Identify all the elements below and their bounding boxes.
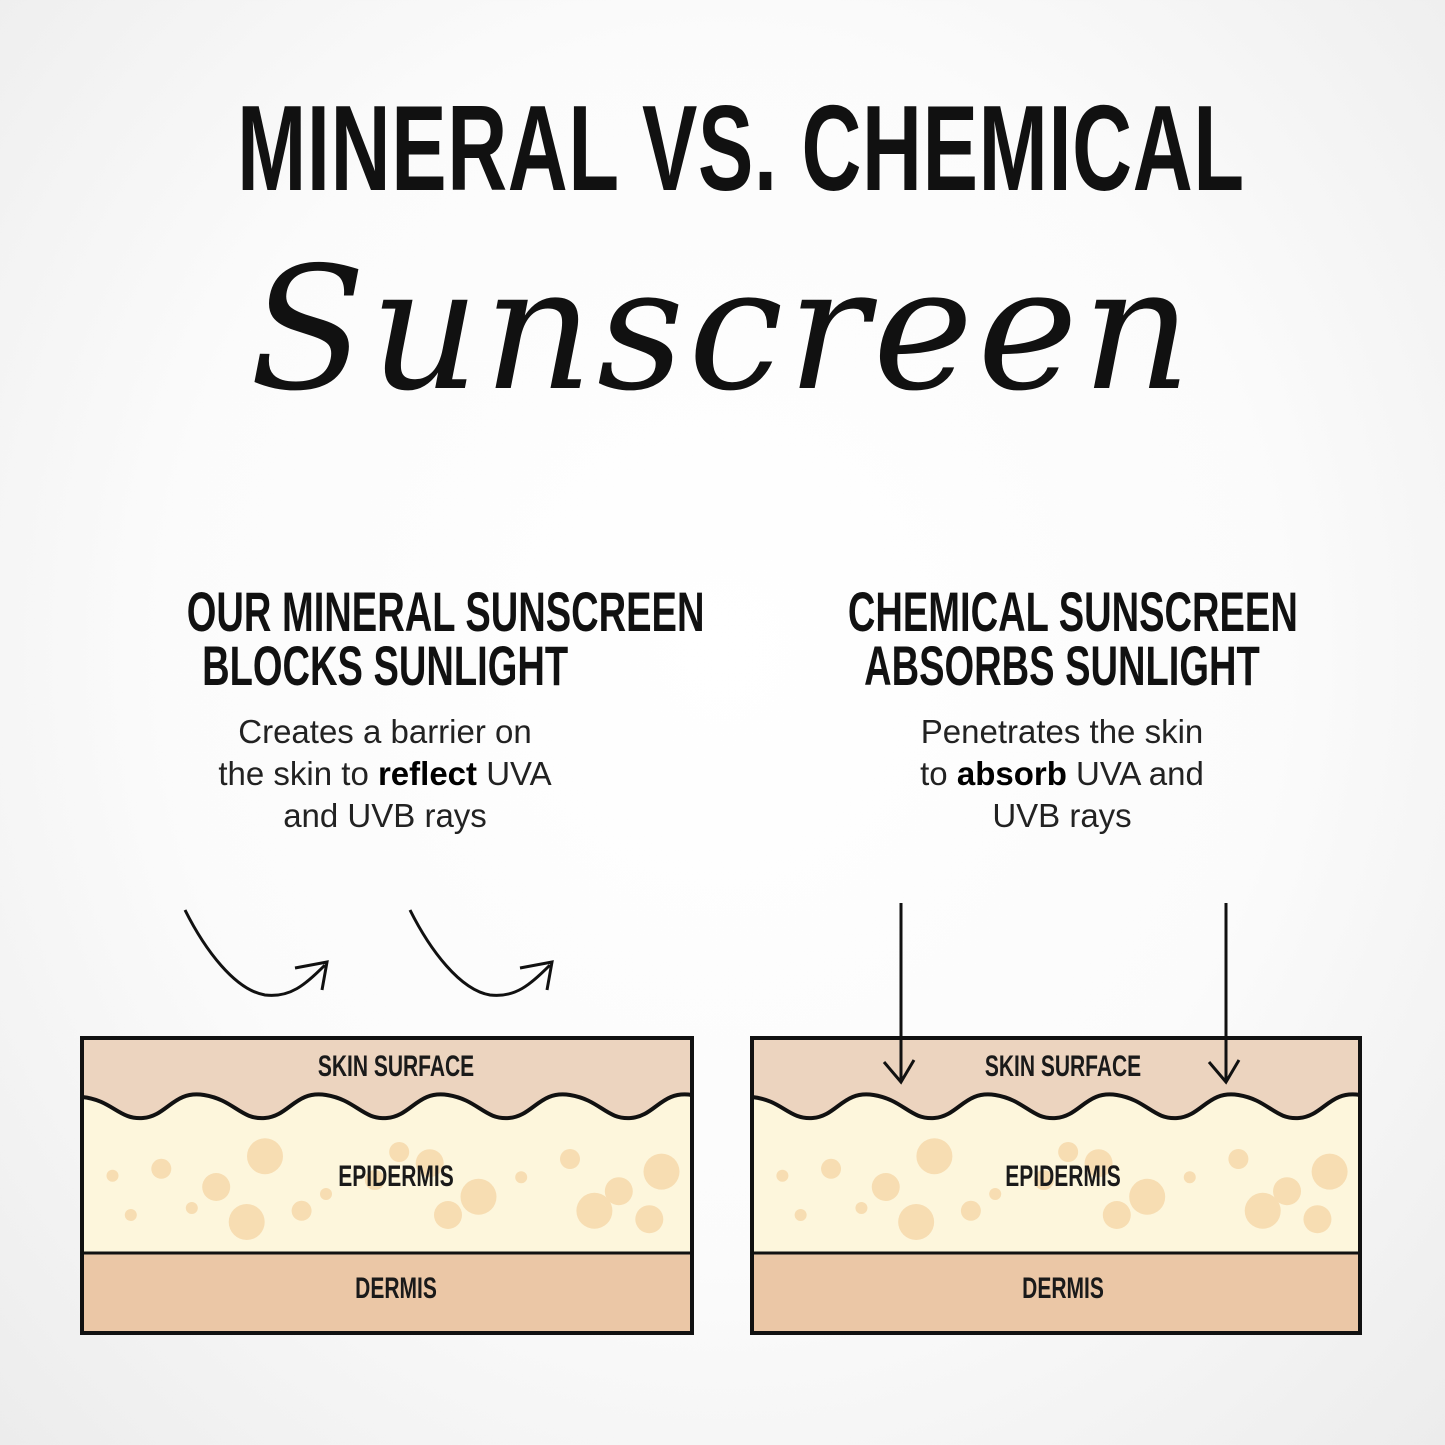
right-epidermis-label: EPIDERMIS bbox=[1005, 1160, 1121, 1193]
right-epidermis-cell bbox=[1084, 1149, 1113, 1178]
left-surface-label: SKIN SURFACE bbox=[317, 1050, 475, 1083]
chemical-heading-1: CHEMICAL SUNSCREEN bbox=[847, 580, 1298, 643]
right-epidermis-cell bbox=[1129, 1178, 1166, 1215]
mineral-description: Creates a barrier on the skin to reflect… bbox=[218, 713, 552, 834]
right-epidermis-cell bbox=[1183, 1171, 1196, 1184]
arrowhead-icon bbox=[882, 1059, 916, 1085]
right-epidermis-cell bbox=[871, 1173, 900, 1201]
arrowhead-icon bbox=[519, 960, 554, 991]
right-epidermis-cell bbox=[1273, 1177, 1302, 1206]
right-epidermis-cell bbox=[1244, 1192, 1281, 1229]
right-dermis-label: DERMIS bbox=[1022, 1272, 1104, 1305]
left-epidermis-cell bbox=[364, 1170, 385, 1190]
left-epidermis-cell bbox=[124, 1209, 137, 1221]
left-epidermis-cell bbox=[460, 1178, 497, 1215]
right-epidermis-cell bbox=[898, 1204, 935, 1240]
right-epidermis-cell bbox=[1033, 1170, 1054, 1190]
right-epidermis-cell bbox=[989, 1188, 1002, 1200]
left-epidermis-cell bbox=[291, 1200, 312, 1221]
chemical-description: Penetrates the skin to absorb UVA and UV… bbox=[920, 713, 1204, 834]
mineral-column: OUR MINERAL SUNSCREEN BLOCKS SUNLIGHT Cr… bbox=[65, 580, 705, 837]
right-epidermis-cell bbox=[1303, 1205, 1332, 1234]
reflected-ray-arrow-icon bbox=[183, 909, 327, 997]
right-epidermis-cell bbox=[1102, 1201, 1131, 1229]
left-epidermis-cell bbox=[320, 1188, 332, 1200]
left-box-outline bbox=[80, 1036, 694, 1335]
left-epidermis-cell bbox=[415, 1149, 444, 1178]
mineral-heading-1: OUR MINERAL SUNSCREEN bbox=[186, 580, 705, 643]
right-epidermis-cell bbox=[916, 1138, 953, 1175]
main-title: MINERAL VS. CHEMICAL bbox=[237, 80, 1245, 216]
left-epidermis-cell bbox=[389, 1142, 410, 1162]
right-epidermis-cell bbox=[794, 1209, 807, 1221]
arrowhead-icon bbox=[294, 960, 329, 991]
left-epidermis-cell bbox=[635, 1205, 664, 1234]
chemical-heading-2: ABSORBS SUNLIGHT bbox=[864, 634, 1260, 697]
right-surface-layer bbox=[752, 1038, 1360, 1119]
left-epidermis-cell bbox=[151, 1158, 172, 1179]
left-epidermis-cell bbox=[228, 1204, 265, 1240]
script-title: Sunscreen bbox=[249, 231, 1196, 429]
left-surface-layer bbox=[82, 1038, 692, 1119]
left-epidermis-cell bbox=[202, 1173, 231, 1201]
arrowhead-icon bbox=[1207, 1059, 1241, 1085]
right-epidermis-cell bbox=[776, 1169, 789, 1182]
right-epidermis-cell bbox=[1228, 1149, 1249, 1169]
mineral-heading-2: BLOCKS SUNLIGHT bbox=[202, 634, 568, 697]
left-epidermis-cell bbox=[247, 1138, 283, 1175]
left-dermis-label: DERMIS bbox=[355, 1272, 437, 1305]
left-epidermis-cell bbox=[576, 1192, 613, 1229]
right-epidermis-cell bbox=[1058, 1142, 1079, 1162]
left-epidermis-cell bbox=[515, 1171, 528, 1184]
right-epidermis-cell bbox=[960, 1200, 981, 1221]
right-epidermis-cell bbox=[821, 1158, 842, 1179]
left-epidermis-cell bbox=[106, 1169, 119, 1182]
right-epidermis-cell bbox=[1311, 1153, 1348, 1190]
right-surface-label: SKIN SURFACE bbox=[984, 1050, 1142, 1083]
left-epidermis-cell bbox=[560, 1149, 580, 1169]
left-epidermis-cell bbox=[604, 1177, 633, 1206]
left-dermis-layer bbox=[82, 1253, 692, 1333]
left-epidermis-cell bbox=[434, 1201, 462, 1229]
right-surface-line bbox=[751, 1092, 1361, 1121]
left-surface-line bbox=[81, 1092, 693, 1121]
left-epidermis-cell bbox=[185, 1202, 198, 1214]
left-epidermis-cell bbox=[643, 1153, 680, 1190]
chemical-column: CHEMICAL SUNSCREEN ABSORBS SUNLIGHT Pene… bbox=[742, 580, 1382, 837]
right-box-outline bbox=[750, 1036, 1362, 1335]
left-epidermis-label: EPIDERMIS bbox=[338, 1160, 454, 1193]
right-epidermis-cell bbox=[855, 1202, 868, 1214]
right-dermis-layer bbox=[752, 1253, 1360, 1333]
reflected-ray-arrow-icon bbox=[408, 909, 552, 997]
